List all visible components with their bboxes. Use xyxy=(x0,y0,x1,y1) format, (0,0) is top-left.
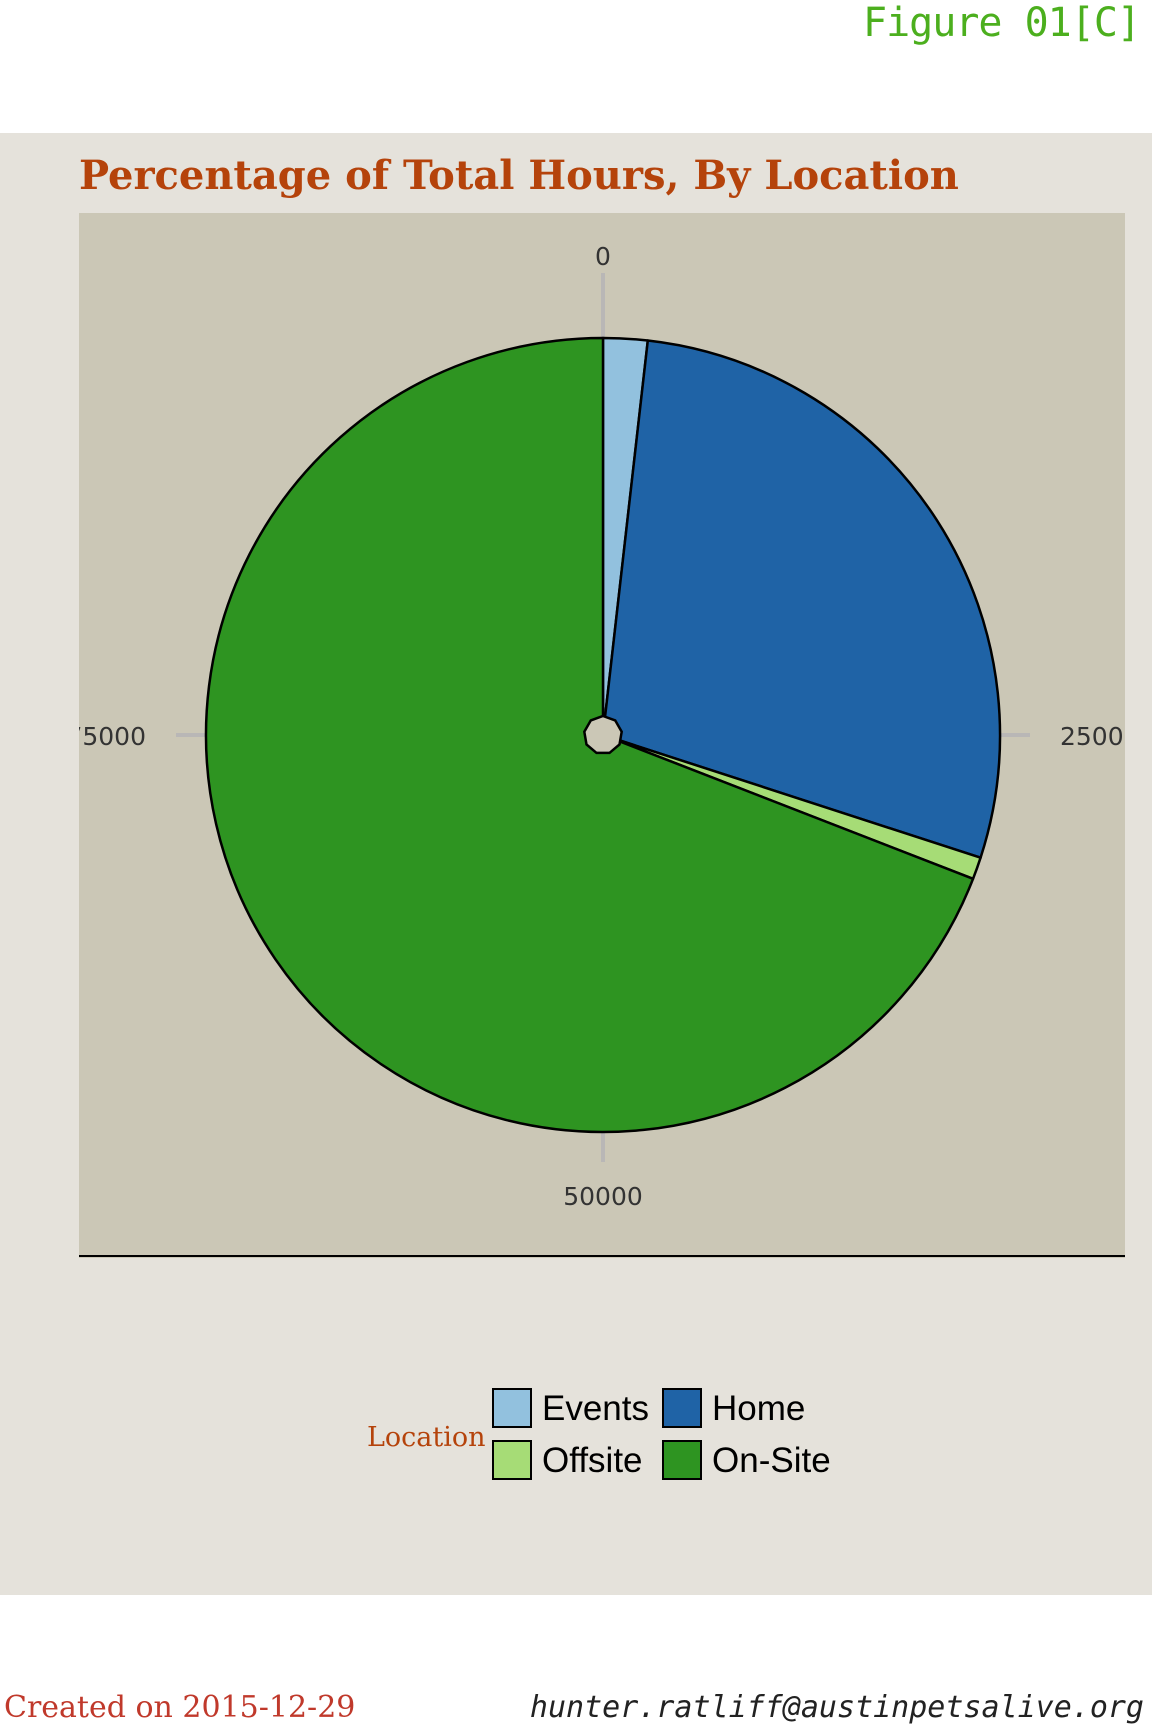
legend-label-events: Events xyxy=(542,1389,649,1428)
legend-label-home: Home xyxy=(712,1389,806,1428)
pie-chart: 0 25000 50000 75000 xyxy=(79,213,1125,1258)
axis-tick-label-0: 0 xyxy=(595,242,611,271)
figure-label: Figure 01[C] xyxy=(863,0,1141,46)
legend-label-on-site: On-Site xyxy=(712,1441,831,1480)
legend: Location Events Home Offsite On-Site xyxy=(360,1386,840,1488)
created-date: Created on 2015-12-29 xyxy=(4,1690,356,1725)
center-marker xyxy=(582,714,624,755)
legend-key-home xyxy=(662,1388,702,1428)
pie-slice-home xyxy=(601,339,1002,859)
legend-key-offsite xyxy=(492,1440,532,1480)
chart-title: Percentage of Total Hours, By Location xyxy=(79,152,959,199)
axis-tick-label-50000: 50000 xyxy=(563,1182,643,1211)
legend-label-offsite: Offsite xyxy=(542,1441,643,1480)
axis-tick-label-25000: 25000 xyxy=(1060,722,1125,751)
axis-tick-label-75000: 75000 xyxy=(79,722,146,751)
legend-key-events xyxy=(492,1388,532,1428)
legend-key-on-site xyxy=(662,1440,702,1480)
legend-title: Location xyxy=(367,1422,486,1453)
author-email: hunter.ratliff@austinpetsalive.org xyxy=(529,1690,1144,1725)
